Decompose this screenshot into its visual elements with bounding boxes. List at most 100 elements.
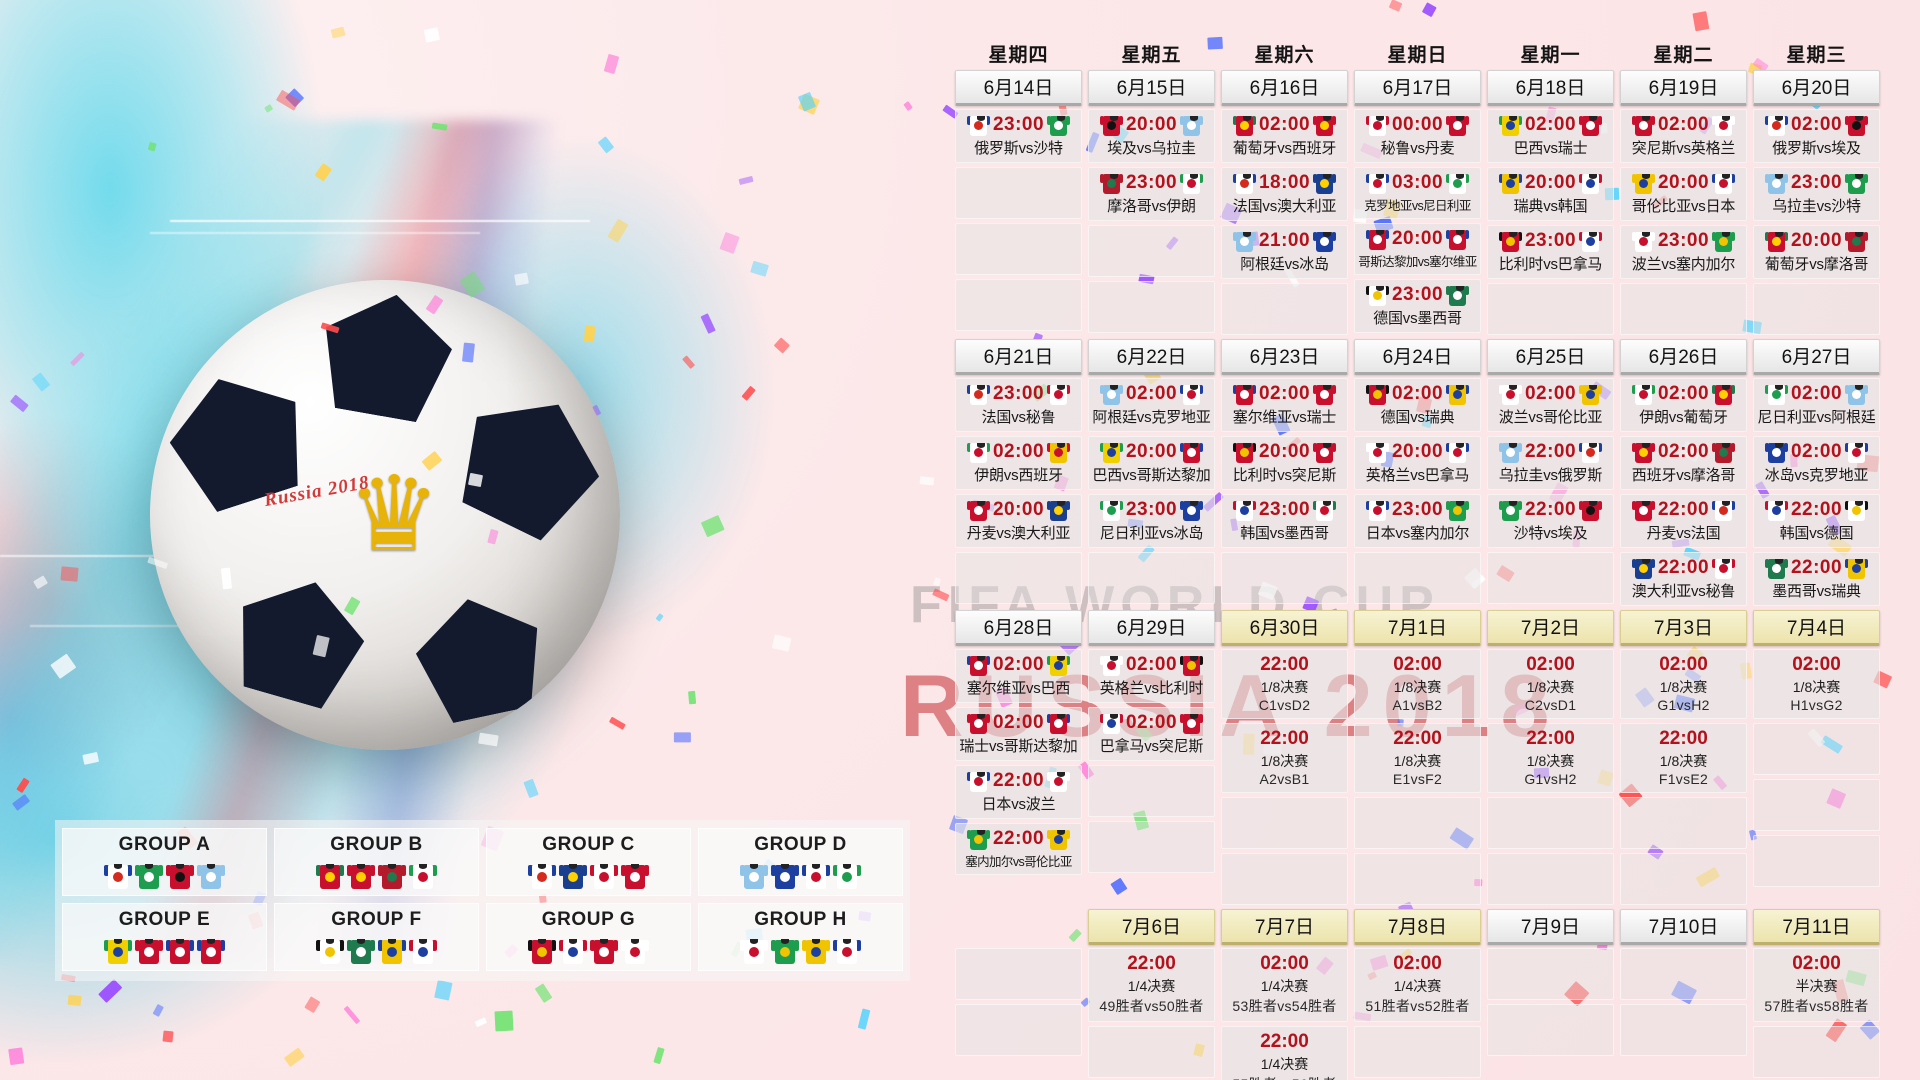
- date-header[interactable]: 7月2日: [1487, 610, 1614, 646]
- match-cell[interactable]: 20:00 丹麦vs澳大利亚: [955, 494, 1082, 548]
- match-cell[interactable]: 02:00 冰岛vs克罗地亚: [1753, 436, 1880, 490]
- match-cell[interactable]: 02:00 1/4决赛 51胜者vs52胜者: [1354, 948, 1481, 1022]
- match-cell[interactable]: 21:00 阿根廷vs冰岛: [1221, 225, 1348, 279]
- date-header[interactable]: 7月6日: [1088, 909, 1215, 945]
- date-header[interactable]: 6月22日: [1088, 339, 1215, 375]
- group-card-group-b[interactable]: GROUP B: [274, 828, 479, 896]
- match-cell[interactable]: 20:00 哥斯达黎加vs塞尔维亚: [1354, 223, 1481, 275]
- group-card-group-h[interactable]: GROUP H: [698, 903, 903, 971]
- match-cell[interactable]: 02:00 波兰vs哥伦比亚: [1487, 378, 1614, 432]
- match-cell[interactable]: 22:00 澳大利亚vs秘鲁: [1620, 552, 1747, 606]
- match-cell[interactable]: 22:00 1/4决赛 55胜者vs56胜者: [1221, 1026, 1348, 1080]
- match-cell[interactable]: 23:00 日本vs塞内加尔: [1354, 494, 1481, 548]
- match-cell[interactable]: 02:00 葡萄牙vs西班牙: [1221, 109, 1348, 163]
- match-cell[interactable]: 02:00 塞尔维亚vs巴西: [955, 649, 1082, 703]
- group-card-group-e[interactable]: GROUP E: [62, 903, 267, 971]
- match-cell[interactable]: 02:00 英格兰vs比利时: [1088, 649, 1215, 703]
- match-cell[interactable]: 23:00 比利时vs巴拿马: [1487, 225, 1614, 279]
- match-cell[interactable]: 20:00 比利时vs突尼斯: [1221, 436, 1348, 490]
- match-cell[interactable]: 23:00 韩国vs墨西哥: [1221, 494, 1348, 548]
- match-cell[interactable]: 20:00 埃及vs乌拉圭: [1088, 109, 1215, 163]
- match-cell[interactable]: 02:00 俄罗斯vs埃及: [1753, 109, 1880, 163]
- date-header[interactable]: 6月17日: [1354, 70, 1481, 106]
- match-cell[interactable]: 23:00 乌拉圭vs沙特: [1753, 167, 1880, 221]
- match-cell[interactable]: 02:00 德国vs瑞典: [1354, 378, 1481, 432]
- date-header[interactable]: 6月24日: [1354, 339, 1481, 375]
- match-cell[interactable]: 02:00 伊朗vs西班牙: [955, 436, 1082, 490]
- match-cell[interactable]: 23:00 德国vs墨西哥: [1354, 279, 1481, 333]
- date-header[interactable]: 6月28日: [955, 610, 1082, 646]
- date-header[interactable]: 6月29日: [1088, 610, 1215, 646]
- match-cell[interactable]: 03:00 克罗地亚vs尼日利亚: [1354, 167, 1481, 219]
- match-cell[interactable]: 22:00 乌拉圭vs俄罗斯: [1487, 436, 1614, 490]
- match-cell[interactable]: 22:00 1/8决赛 A2vsB1: [1221, 723, 1348, 793]
- date-header[interactable]: 6月27日: [1753, 339, 1880, 375]
- date-header[interactable]: 6月25日: [1487, 339, 1614, 375]
- date-header[interactable]: 6月16日: [1221, 70, 1348, 106]
- match-cell[interactable]: 00:00 秘鲁vs丹麦: [1354, 109, 1481, 163]
- match-teams: 尼日利亚vs冰岛: [1099, 525, 1204, 542]
- date-header[interactable]: 7月9日: [1487, 909, 1614, 945]
- match-cell[interactable]: 02:00 半决赛 57胜者vs58胜者: [1753, 948, 1880, 1022]
- match-cell[interactable]: 22:00 1/8决赛 F1vsE2: [1620, 723, 1747, 793]
- date-header[interactable]: 6月30日: [1221, 610, 1348, 646]
- date-header[interactable]: 7月11日: [1753, 909, 1880, 945]
- match-cell[interactable]: 22:00 日本vs波兰: [955, 765, 1082, 819]
- match-cell[interactable]: 20:00 巴西vs哥斯达黎加: [1088, 436, 1215, 490]
- match-cell[interactable]: 02:00 1/8决赛 G1vsH2: [1620, 649, 1747, 719]
- match-cell[interactable]: 22:00 1/8决赛 G1vsH2: [1487, 723, 1614, 793]
- date-header[interactable]: 6月23日: [1221, 339, 1348, 375]
- match-cell[interactable]: 23:00 波兰vs塞内加尔: [1620, 225, 1747, 279]
- date-header[interactable]: 6月21日: [955, 339, 1082, 375]
- match-cell[interactable]: 02:00 1/8决赛 C2vsD1: [1487, 649, 1614, 719]
- match-cell[interactable]: 22:00 韩国vs德国: [1753, 494, 1880, 548]
- match-cell[interactable]: 02:00 伊朗vs葡萄牙: [1620, 378, 1747, 432]
- match-cell[interactable]: 02:00 1/4决赛 53胜者vs54胜者: [1221, 948, 1348, 1022]
- match-cell[interactable]: 20:00 哥伦比亚vs日本: [1620, 167, 1747, 221]
- date-header[interactable]: 7月7日: [1221, 909, 1348, 945]
- group-card-group-a[interactable]: GROUP A: [62, 828, 267, 896]
- match-cell[interactable]: 02:00 塞尔维亚vs瑞士: [1221, 378, 1348, 432]
- match-cell[interactable]: 22:00 塞内加尔vs哥伦比亚: [955, 823, 1082, 875]
- match-cell[interactable]: 02:00 巴拿马vs突尼斯: [1088, 707, 1215, 761]
- match-cell[interactable]: 23:00 摩洛哥vs伊朗: [1088, 167, 1215, 221]
- match-cell[interactable]: 02:00 阿根廷vs克罗地亚: [1088, 378, 1215, 432]
- match-cell[interactable]: 22:00 沙特vs埃及: [1487, 494, 1614, 548]
- match-cell[interactable]: 20:00 葡萄牙vs摩洛哥: [1753, 225, 1880, 279]
- match-cell[interactable]: 20:00 英格兰vs巴拿马: [1354, 436, 1481, 490]
- match-cell[interactable]: 02:00 西班牙vs摩洛哥: [1620, 436, 1747, 490]
- match-cell[interactable]: 02:00 尼日利亚vs阿根廷: [1753, 378, 1880, 432]
- date-header[interactable]: 6月26日: [1620, 339, 1747, 375]
- date-header[interactable]: 7月8日: [1354, 909, 1481, 945]
- match-cell[interactable]: 23:00 法国vs秘鲁: [955, 378, 1082, 432]
- match-cell[interactable]: 22:00 1/4决赛 49胜者vs50胜者: [1088, 948, 1215, 1022]
- date-header[interactable]: 6月19日: [1620, 70, 1747, 106]
- group-card-group-d[interactable]: GROUP D: [698, 828, 903, 896]
- date-header[interactable]: 6月15日: [1088, 70, 1215, 106]
- date-header[interactable]: 6月20日: [1753, 70, 1880, 106]
- date-header[interactable]: 7月4日: [1753, 610, 1880, 646]
- date-header[interactable]: 6月14日: [955, 70, 1082, 106]
- match-cell[interactable]: 22:00 1/8决赛 E1vsF2: [1354, 723, 1481, 793]
- match-cell[interactable]: 18:00 法国vs澳大利亚: [1221, 167, 1348, 221]
- match-cell[interactable]: 02:00 突尼斯vs英格兰: [1620, 109, 1747, 163]
- match-cell[interactable]: 23:00 俄罗斯vs沙特: [955, 109, 1082, 163]
- group-card-group-g[interactable]: GROUP G: [486, 903, 691, 971]
- match-cell[interactable]: 02:00 瑞士vs哥斯达黎加: [955, 707, 1082, 761]
- group-card-group-f[interactable]: GROUP F: [274, 903, 479, 971]
- match-cell[interactable]: 20:00 瑞典vs韩国: [1487, 167, 1614, 221]
- date-header[interactable]: 7月3日: [1620, 610, 1747, 646]
- date-header[interactable]: 6月18日: [1487, 70, 1614, 106]
- kit-sleeve-right: [1517, 174, 1522, 183]
- match-cell[interactable]: 22:00 丹麦vs法国: [1620, 494, 1747, 548]
- match-cell[interactable]: 22:00 墨西哥vs瑞典: [1753, 552, 1880, 606]
- date-header[interactable]: 7月10日: [1620, 909, 1747, 945]
- match-cell[interactable]: 02:00 1/8决赛 H1vsG2: [1753, 649, 1880, 719]
- match-cell[interactable]: 22:00 1/8决赛 C1vsD2: [1221, 649, 1348, 719]
- group-card-group-c[interactable]: GROUP C: [486, 828, 691, 896]
- match-cell[interactable]: 23:00 尼日利亚vs冰岛: [1088, 494, 1215, 548]
- match-cell[interactable]: 02:00 1/8决赛 A1vsB2: [1354, 649, 1481, 719]
- date-header[interactable]: 7月1日: [1354, 610, 1481, 646]
- weekday-label: 星期一: [1520, 45, 1581, 66]
- match-cell[interactable]: 02:00 巴西vs瑞士: [1487, 109, 1614, 163]
